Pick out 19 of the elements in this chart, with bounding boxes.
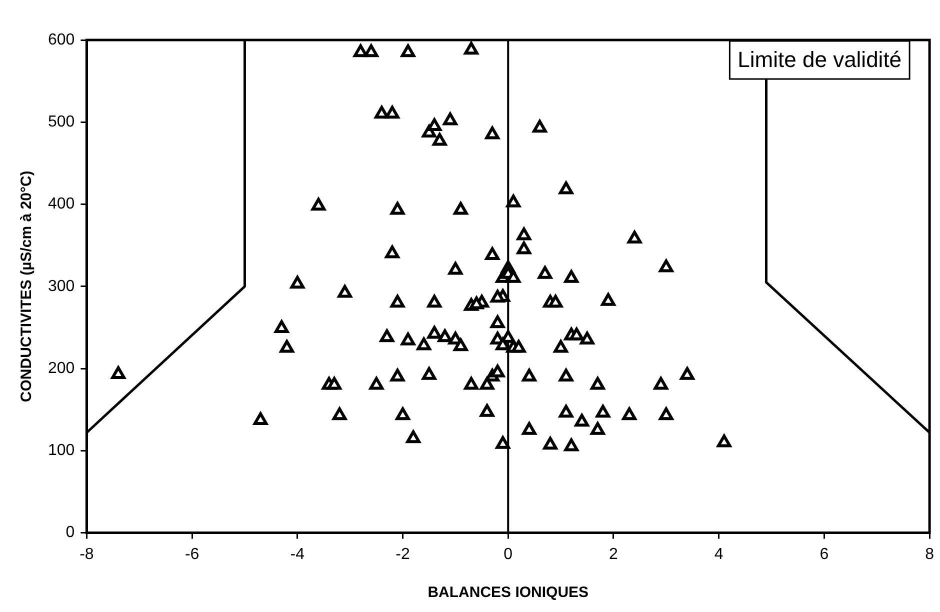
x-tick-label: 4 <box>714 546 724 563</box>
x-tick-label: 6 <box>820 546 829 563</box>
y-tick-label: 300 <box>48 278 75 295</box>
x-tick-label: 0 <box>504 546 513 563</box>
y-tick-label: 600 <box>48 31 75 48</box>
y-tick-label: 400 <box>48 196 75 213</box>
y-tick-label: 200 <box>48 360 75 377</box>
y-axis-title: CONDUCTIVITES (µS/cm à 20°C) <box>18 170 36 402</box>
x-tick-label: -2 <box>396 546 410 563</box>
x-tick-label: 2 <box>609 546 618 563</box>
x-tick-label: 8 <box>925 546 934 563</box>
y-tick-label: 500 <box>48 114 75 131</box>
y-tick-label: 100 <box>48 442 75 460</box>
x-tick-label: -6 <box>184 546 200 563</box>
x-tick-label: -4 <box>290 546 305 563</box>
x-axis-title: BALANCES IONIQUES <box>428 584 589 602</box>
y-tick-label: 0 <box>66 524 75 542</box>
x-tick-label: -8 <box>80 546 94 563</box>
annotation: Limite de validité <box>738 47 902 72</box>
